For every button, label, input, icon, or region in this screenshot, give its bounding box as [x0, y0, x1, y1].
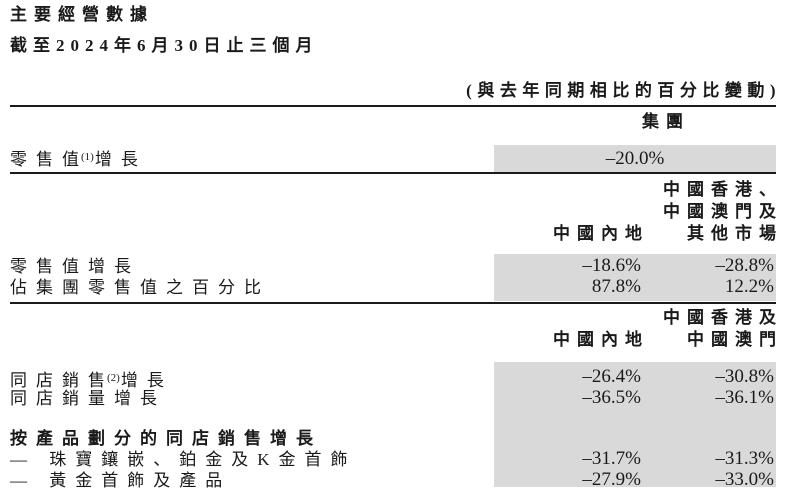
gold-mainland-value: –27.9% [582, 469, 641, 490]
retail-value-growth-row-label: 零售值增長 [10, 257, 140, 276]
same-store-volume-hkmo-value: –36.1% [715, 387, 774, 408]
retail-value-growth-label: 零售值(1)增長 [10, 147, 147, 170]
by-product-section-title: 按產品劃分的同店銷售增長 [10, 429, 322, 448]
gem-set-mainland-value: –31.7% [582, 448, 641, 469]
share-of-group-hkmo-value: 12.2% [724, 276, 774, 297]
top-rule [10, 105, 776, 107]
same-store-sales-growth-label: 同店銷售(2)增長 [10, 368, 173, 391]
share-of-group-mainland-value: 87.8% [591, 276, 641, 297]
ss-col2-header-line-2: 中國澳門 [687, 330, 783, 349]
footnote-1-marker: (1) [81, 151, 94, 163]
mid-rule-1 [10, 172, 776, 174]
same-store-sales-hkmo-value: –30.8% [715, 366, 774, 387]
mid-rule-2 [10, 302, 776, 304]
group-retail-value-growth-value: –20.0% [605, 148, 665, 169]
gold-hkmo-value: –33.0% [715, 469, 774, 490]
same-store-rows-shade [494, 362, 776, 487]
col1-header-mainland: 中國內地 [553, 224, 649, 243]
page-title: 主要經營數據 [10, 5, 154, 24]
retail-value-growth-hkmo-value: –28.8% [715, 255, 774, 276]
same-store-volume-mainland-value: –36.5% [582, 387, 641, 408]
same-store-volume-growth-label: 同店銷量增長 [10, 389, 166, 408]
comparison-note: (與去年同期相比的百分比變動) [466, 81, 781, 100]
label-text: 同店銷售 [10, 371, 114, 390]
footnote-2-marker: (2) [107, 372, 120, 384]
label-text: 增長 [94, 150, 147, 169]
col2-header-line-1: 中國香港、 [663, 180, 783, 199]
group-row-shade [494, 145, 776, 172]
ss-col1-header-mainland: 中國內地 [553, 330, 649, 349]
ss-col2-header-line-1: 中國香港及 [663, 308, 783, 327]
col2-header-line-3: 其他市場 [687, 224, 783, 243]
col2-header-line-2: 中國澳門及 [663, 202, 783, 221]
markets-rows-shade [494, 254, 776, 301]
group-column-header: 集團 [642, 112, 690, 131]
gem-set-hkmo-value: –31.3% [715, 448, 774, 469]
label-text: 零售值 [10, 150, 88, 169]
label-text: 增長 [120, 371, 173, 390]
share-of-group-retail-value-label: 佔集團零售值之百分比 [10, 278, 270, 297]
gold-jewellery-label: — 黃金首飾及產品 [10, 471, 232, 490]
retail-value-growth-mainland-value: –18.6% [582, 255, 641, 276]
period-subtitle: 截至2024年6月30日止三個月 [10, 36, 319, 55]
gem-set-jewellery-label: — 珠寶鑲嵌、鉑金及K金首飾 [10, 450, 357, 469]
same-store-sales-mainland-value: –26.4% [582, 366, 641, 387]
